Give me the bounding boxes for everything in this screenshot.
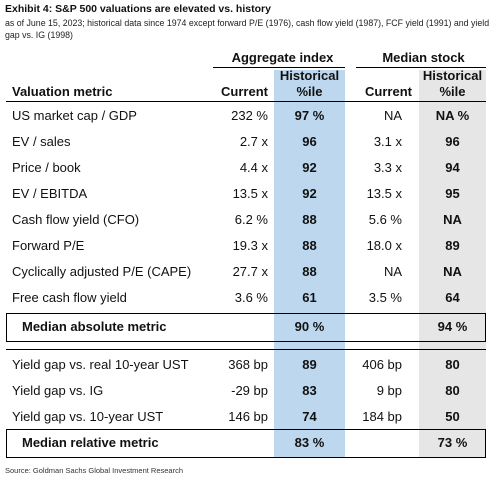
aggregate-current-value: 6.2 % [234,212,268,227]
median-current-value: 3.1 x [373,134,402,149]
median-header-rule [356,67,486,68]
median-absolute-median-percentile: 94 % [437,319,468,334]
median-current-value: 3.3 x [373,160,402,175]
aggregate-percentile-value: 88 [302,264,317,279]
aggregate-current-value: 232 % [231,108,268,123]
median-relative-box [6,429,486,458]
med-current-header: Current [365,84,412,99]
median-current-value: 18.0 x [366,238,402,253]
aggregate-percentile-value: 74 [302,409,317,424]
agg-hist-header-line1: Historical [279,68,340,83]
aggregate-current-value: 368 bp [228,357,268,372]
median-percentile-value: 96 [445,134,460,149]
aggregate-percentile-value: 88 [302,238,317,253]
metric-label: Yield gap vs. real 10-year UST [12,357,189,372]
aggregate-current-value: 4.4 x [239,160,268,175]
aggregate-percentile-value: 88 [302,212,317,227]
exhibit-subtitle: as of June 15, 2023; historical data sin… [5,18,490,40]
median-percentile-value: 95 [445,186,460,201]
metric-label: Cyclically adjusted P/E (CAPE) [12,264,192,279]
median-relative-label: Median relative metric [22,435,159,450]
aggregate-percentile-value: 96 [302,134,317,149]
median-percentile-value: 64 [445,290,460,305]
median-historical-shade [419,70,486,458]
median-absolute-label: Median absolute metric [22,319,167,334]
metric-column-header: Valuation metric [12,84,113,99]
median-absolute-box [6,313,486,342]
median-percentile-value: 50 [445,409,460,424]
median-current-value: 13.5 x [366,186,402,201]
aggregate-current-value: 27.7 x [232,264,268,279]
median-percentile-value: NA [443,264,462,279]
median-percentile-value: 80 [445,357,460,372]
aggregate-historical-shade [274,70,345,458]
median-current-value: NA [383,108,402,123]
median-percentile-value: NA [443,212,462,227]
aggregate-current-value: 146 bp [228,409,268,424]
median-current-value: 406 bp [362,357,402,372]
exhibit-title: Exhibit 4: S&P 500 valuations are elevat… [5,3,271,15]
metric-label: Yield gap vs. 10-year UST [12,409,164,424]
aggregate-percentile-value: 97 % [294,108,325,123]
median-percentile-value: 89 [445,238,460,253]
agg-hist-header-line2: %ile [296,84,323,99]
metric-label: Price / book [12,160,81,175]
median-percentile-value: 80 [445,383,460,398]
median-current-value: 184 bp [362,409,402,424]
agg-current-header: Current [221,84,268,99]
metric-label: US market cap / GDP [12,108,137,123]
med-hist-header-line2: %ile [439,84,466,99]
metric-label: Cash flow yield (CFO) [12,212,140,227]
median-current-value: NA [383,264,402,279]
aggregate-percentile-value: 92 [302,160,317,175]
header-bottom-rule [6,101,486,102]
source-note: Source: Goldman Sachs Global Investment … [5,466,184,475]
section-divider-rule [6,349,486,350]
median-relative-aggregate-percentile: 83 % [294,435,325,450]
metric-label: EV / EBITDA [12,186,88,201]
median-current-value: 3.5 % [368,290,402,305]
aggregate-current-value: 13.5 x [232,186,268,201]
metric-label: Forward P/E [12,238,85,253]
aggregate-percentile-value: 83 [302,383,317,398]
metric-label: Yield gap vs. IG [12,383,104,398]
metric-label: Free cash flow yield [12,290,127,305]
aggregate-current-value: 19.3 x [232,238,268,253]
aggregate-current-value: 3.6 % [234,290,268,305]
aggregate-percentile-value: 61 [302,290,317,305]
median-percentile-value: NA % [435,108,470,123]
aggregate-header-rule [213,67,345,68]
med-hist-header-line1: Historical [422,68,483,83]
median-absolute-aggregate-percentile: 90 % [294,319,325,334]
group-header-aggregate: Aggregate index [231,50,334,65]
median-relative-median-percentile: 73 % [437,435,468,450]
aggregate-current-value: -29 bp [231,383,268,398]
aggregate-current-value: 2.7 x [239,134,268,149]
median-current-value: 5.6 % [368,212,402,227]
aggregate-percentile-value: 92 [302,186,317,201]
median-current-value: 9 bp [376,383,402,398]
metric-label: EV / sales [12,134,71,149]
group-header-median: Median stock [382,50,465,65]
aggregate-percentile-value: 89 [302,357,317,372]
median-percentile-value: 94 [445,160,460,175]
